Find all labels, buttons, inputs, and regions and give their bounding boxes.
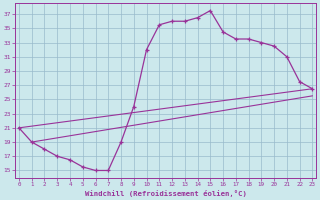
X-axis label: Windchill (Refroidissement éolien,°C): Windchill (Refroidissement éolien,°C): [85, 190, 247, 197]
